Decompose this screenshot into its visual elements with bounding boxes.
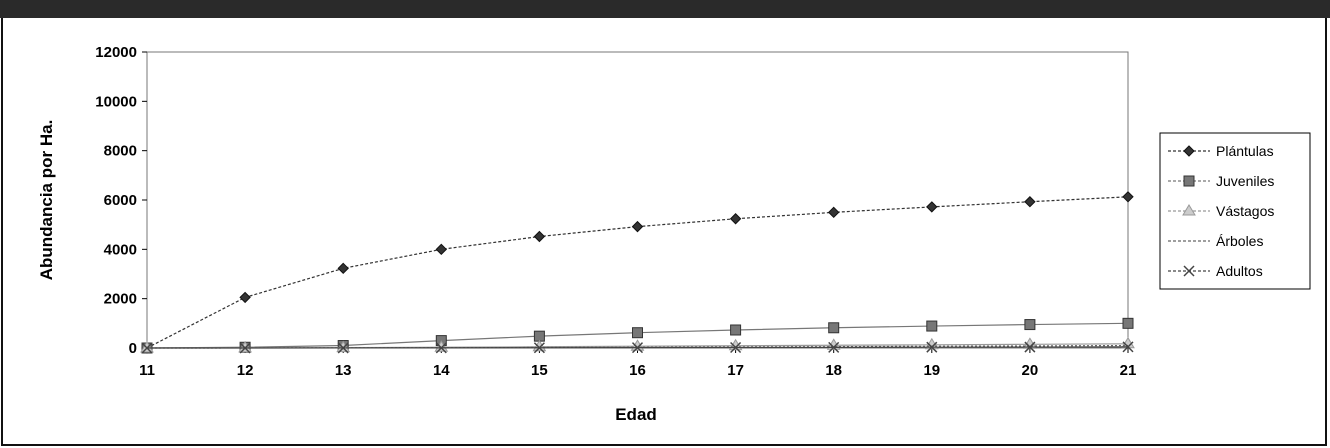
legend-marker [1183,145,1195,157]
data-point [631,342,644,354]
legend-label: Árboles [1216,233,1263,249]
data-point [827,206,840,219]
marker-stroke [1183,265,1195,277]
y-tick-label: 8000 [104,143,137,160]
data-point [337,342,349,354]
legend-item: Plántulas [1168,143,1274,159]
x-tick-label: 13 [335,362,352,379]
y-axis-ticks: 0 2000 4000 6000 8000 10000 12000 [95,44,147,357]
marker-stroke [337,342,349,354]
data-point [926,201,938,213]
data-point [1024,196,1036,208]
y-axis-title: Abundancia por Ha. [37,120,56,281]
marker-stroke [926,341,938,353]
x-tick-label: 11 [139,362,155,379]
series-4 [141,341,1134,354]
y-tick-label: 6000 [104,192,137,209]
data-point [435,342,447,354]
x-tick-label: 14 [433,362,450,379]
data-point [435,243,448,256]
legend-label: Vástagos [1216,203,1274,219]
y-tick-label: 4000 [104,241,137,258]
marker-stroke [435,342,447,354]
marker-stroke [631,342,644,354]
legend-item: Juveniles [1168,173,1274,189]
legend-marker [1183,265,1195,277]
marker-stroke [533,342,545,354]
x-tick-label: 16 [629,362,646,379]
x-tick-label: 12 [237,362,254,379]
series-layer [140,191,1135,354]
data-point [141,342,153,354]
data-point [729,213,742,225]
marker-stroke [730,341,742,354]
legend-label: Plántulas [1216,143,1274,159]
legend-marker [1182,204,1196,216]
data-point [631,220,644,233]
legend: Plántulas Juveniles Vástagos Árboles Adultos [1159,132,1311,290]
data-point [926,341,938,353]
data-point [632,327,643,339]
data-point [533,342,545,354]
marker-stroke [828,341,840,353]
plot-area [146,51,1129,349]
marker-stroke [1024,341,1036,353]
y-tick-label: 12000 [95,44,137,61]
legend-label: Juveniles [1216,173,1274,189]
legend-item: Árboles [1168,233,1263,249]
x-tick-label: 21 [1120,362,1137,379]
data-point [337,262,349,275]
data-point [926,320,938,332]
data-point [238,340,252,353]
data-point [1024,341,1036,353]
data-point [730,341,742,354]
y-tick-label: 10000 [95,93,137,110]
title-band [0,0,1330,18]
x-tick-label: 17 [727,362,744,379]
marker-stroke [239,342,251,354]
data-point [1122,341,1134,353]
x-tick-label: 15 [531,362,548,379]
legend-label: Adultos [1216,263,1263,279]
y-tick-label: 0 [129,340,137,357]
x-tick-label: 20 [1022,362,1039,379]
y-tick-label: 2000 [104,291,137,308]
data-point [1024,319,1036,331]
data-point [533,230,546,243]
legend-item: Vástagos [1168,203,1274,219]
data-point [1122,191,1134,203]
x-axis-ticks: 11 12 13 14 15 16 17 18 19 20 21 [139,348,1136,379]
data-point [730,324,742,336]
data-point [828,341,840,353]
legend-item: Adultos [1168,263,1263,279]
data-point [533,330,545,342]
data-point [828,322,840,334]
data-point [336,340,351,353]
legend-marker [1183,175,1195,187]
x-tick-label: 18 [825,362,842,379]
data-point [239,342,251,354]
series-3 [146,344,1129,349]
data-point [239,291,251,304]
data-point [434,340,449,352]
plot-border [146,51,1129,349]
data-point [1122,317,1134,329]
x-axis-title: Edad [615,405,657,424]
x-tick-label: 19 [923,362,940,379]
marker-stroke [1122,341,1134,353]
series-line [146,344,1129,349]
marker-stroke [141,342,153,354]
